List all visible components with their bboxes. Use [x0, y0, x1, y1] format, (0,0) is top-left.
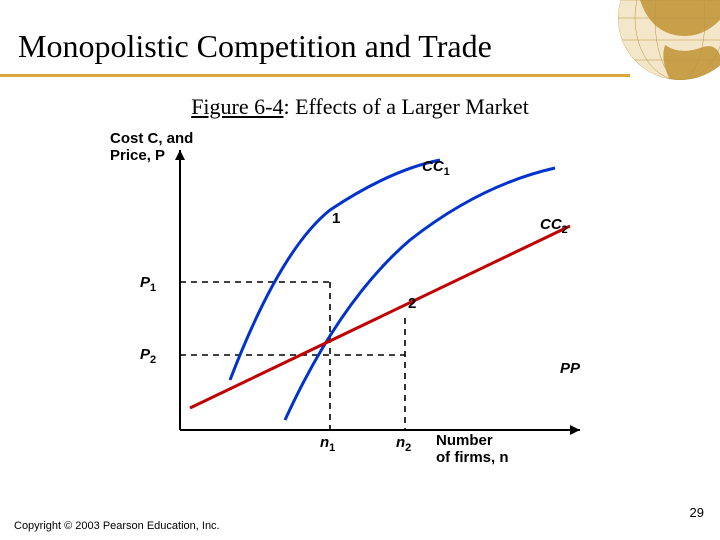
globe-decoration	[610, 0, 720, 80]
y-axis-label: Cost C, and Price, P	[110, 130, 193, 165]
p1-label: P1	[140, 274, 156, 294]
pp-label: PP	[560, 360, 580, 377]
x-axis-label: Number of firms, n	[436, 432, 509, 467]
page-number: 29	[690, 505, 704, 520]
point1-label: 1	[332, 210, 340, 227]
n2-label: n2	[396, 434, 411, 454]
point2-label: 2	[408, 295, 416, 312]
cc2-label: CC2	[540, 216, 568, 236]
chart-area: Cost C, and Price, P Number of firms, n …	[110, 130, 630, 480]
cc2-curve	[285, 168, 555, 420]
copyright-text: Copyright © 2003 Pearson Education, Inc.	[14, 520, 220, 532]
figure-caption: Figure 6-4: Effects of a Larger Market	[0, 94, 720, 120]
p2-label: P2	[140, 346, 156, 366]
chart-svg	[110, 130, 630, 480]
cc1-curve	[230, 160, 440, 380]
slide-title: Monopolistic Competition and Trade	[18, 28, 492, 65]
pp-line	[190, 226, 570, 408]
n1-label: n1	[320, 434, 335, 454]
title-underline	[0, 74, 630, 77]
cc1-label: CC1	[422, 158, 450, 178]
x-axis-arrow	[570, 425, 580, 435]
